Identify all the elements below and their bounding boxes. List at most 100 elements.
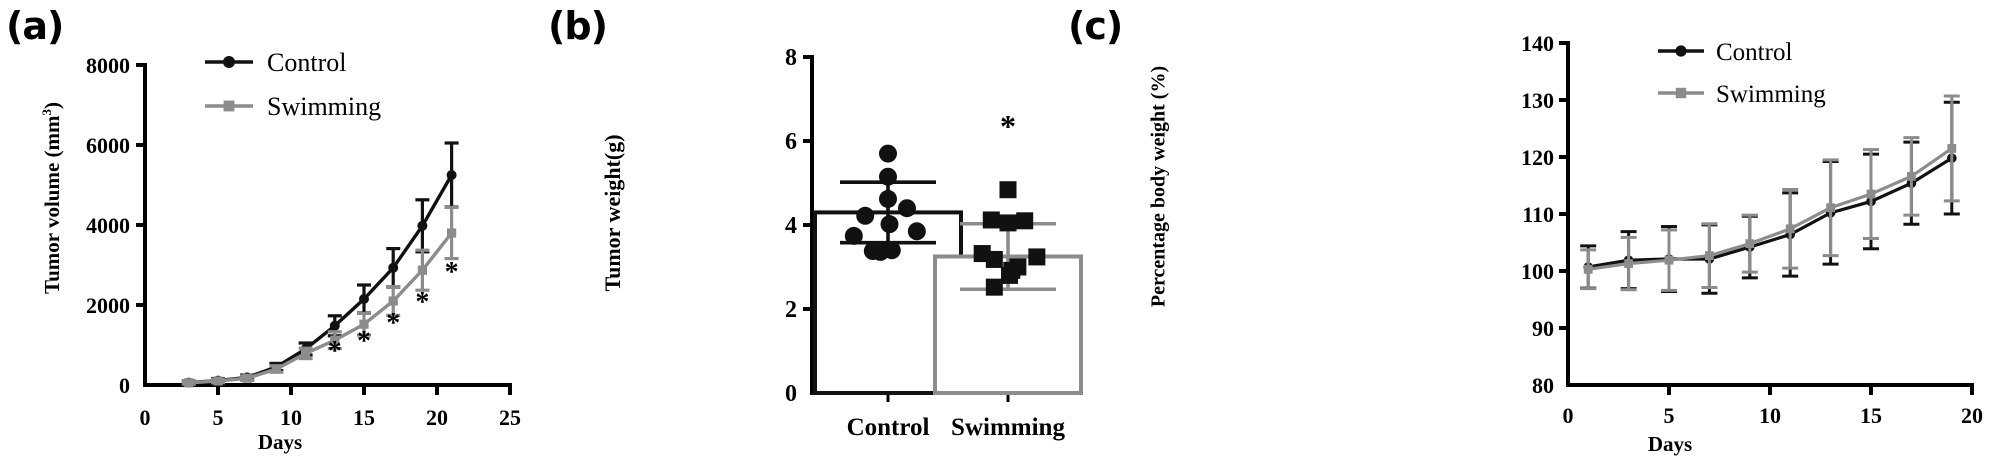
series-line (1587, 147, 1953, 271)
data-point (329, 320, 340, 331)
panel-c-axes: 80 90 100 110 120 130 140 0 5 10 15 20 (1521, 31, 1983, 428)
x-tick-label: 0 (1563, 403, 1574, 428)
significance-asterisk: * (386, 308, 400, 339)
panel-c: (c) Percentage body weight (%) 80 90 100 11… (1060, 0, 2000, 474)
x-tick-label: 20 (426, 405, 448, 430)
panel-b-group-swimming (933, 181, 1083, 395)
y-tick-label: 90 (1532, 316, 1554, 341)
y-tick-label: 4 (785, 213, 797, 239)
data-point (271, 364, 281, 374)
data-point (213, 376, 223, 386)
panel-a-series-control (181, 141, 459, 388)
scatter-point (982, 211, 1000, 229)
significance-asterisk: * (328, 336, 342, 367)
x-tick-label: 15 (1860, 403, 1882, 428)
y-tick-label: 2000 (86, 293, 130, 318)
series-line (188, 231, 453, 385)
y-tick-label: 4000 (86, 213, 130, 238)
panel-b-group-control (813, 144, 963, 395)
legend-marker-control (1675, 45, 1687, 57)
panel-c-series-swimming (1580, 94, 1960, 292)
data-point (1866, 189, 1876, 199)
panel-c-series-control (1580, 100, 1960, 295)
data-point (417, 265, 427, 275)
x-tick-label: 5 (213, 405, 224, 430)
legend-label-swimming: Swimming (1716, 81, 1826, 108)
category-label-control: Control (847, 414, 930, 441)
x-tick-label: 10 (280, 405, 302, 430)
y-tick-label: 2 (785, 297, 797, 323)
panel-b-plot: 0 2 4 6 8 Control Swimming * (785, 45, 1083, 441)
legend-label-control: Control (267, 48, 346, 77)
data-point (417, 220, 428, 231)
panel-c-tag: (c) (1068, 4, 1123, 48)
y-tick-label: 8 (785, 45, 797, 71)
significance-asterisk: * (415, 287, 429, 318)
scatter-point (1016, 212, 1034, 230)
panel-c-xlabel: Days (1647, 432, 1693, 456)
category-label-swimming: Swimming (951, 414, 1065, 441)
series-line (1587, 156, 1953, 269)
y-tick-label: 110 (1522, 202, 1554, 227)
scatter-point (879, 189, 897, 208)
y-tick-label: 130 (1521, 88, 1554, 113)
panel-a-xlabel: Days (257, 430, 303, 454)
significance-asterisk: * (445, 257, 459, 288)
data-point (446, 170, 457, 180)
x-tick-label: 5 (1664, 403, 1675, 428)
data-point (301, 348, 311, 358)
data-point (447, 228, 457, 238)
panel-a: (a) Tumor volume (mm3) 0 2000 4000 6000 8000… (0, 0, 560, 474)
y-tick-label: 140 (1521, 31, 1554, 56)
data-point (359, 294, 369, 304)
x-tick-label: 10 (1759, 403, 1781, 428)
data-point (242, 373, 252, 383)
data-point (1745, 239, 1755, 249)
panel-a-series-swimming (181, 205, 459, 388)
panel-a-plot: 0 2000 4000 6000 8000 0 5 10 15 20 25 * * * * * Control S… (86, 48, 521, 430)
scatter-point (871, 242, 890, 261)
y-tick-label: 100 (1521, 259, 1554, 284)
panel-b-tag: (b) (548, 4, 608, 48)
data-point (388, 296, 398, 306)
data-point (388, 262, 399, 273)
legend-marker-control (223, 56, 235, 68)
legend-marker-swimming (1675, 87, 1687, 99)
y-tick-label: 6000 (86, 133, 130, 158)
panel-a-annotations: * * * * * (328, 257, 459, 367)
data-point (1624, 259, 1633, 268)
data-point (1583, 264, 1593, 274)
scatter-point (879, 167, 897, 186)
data-point (1785, 224, 1795, 234)
significance-asterisk: * (357, 326, 371, 357)
y-tick-label: 0 (785, 381, 797, 407)
panel-c-plot: 80 90 100 110 120 130 140 0 5 10 15 20 Control Swimmi… (1521, 31, 1983, 428)
scatter-point (999, 181, 1017, 199)
scatter-point (879, 144, 897, 163)
scatter-point (897, 199, 916, 218)
panel-b: (b) Tumor weight(g) 0 2 4 6 8 Control Swimming… (540, 0, 1083, 474)
significance-asterisk: * (1000, 108, 1016, 144)
panel-a-axes: 0 2000 4000 6000 8000 0 5 10 15 20 25 (86, 53, 521, 430)
data-point (1947, 144, 1957, 153)
scatter-point (985, 250, 1003, 268)
data-point (1664, 255, 1674, 265)
scatter-point (856, 206, 875, 225)
y-tick-label: 8000 (86, 53, 130, 78)
x-tick-label: 15 (353, 405, 375, 430)
panel-a-legend: Control Swimming (205, 48, 381, 121)
x-tick-label: 0 (140, 405, 151, 430)
legend-marker-swimming (223, 100, 235, 112)
y-tick-label: 120 (1521, 145, 1554, 170)
y-tick-label: 6 (785, 129, 797, 155)
y-tick-label: 80 (1532, 373, 1554, 398)
data-point (1907, 171, 1916, 181)
scatter-point (999, 214, 1017, 232)
legend-label-control: Control (1716, 39, 1792, 66)
scatter-point (1028, 248, 1046, 266)
scatter-point (985, 278, 1003, 296)
y-tick-label: 0 (119, 373, 130, 398)
data-point (1826, 203, 1835, 213)
panel-a-tag: (a) (6, 4, 64, 48)
